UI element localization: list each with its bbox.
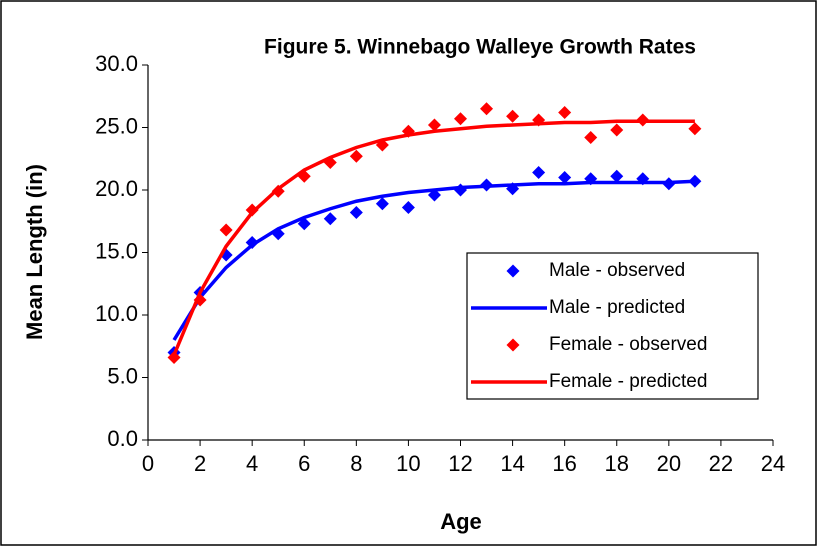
x-tick-label: 24 — [761, 451, 785, 476]
data-point — [375, 197, 389, 211]
data-point — [506, 109, 520, 123]
data-point — [427, 118, 441, 132]
x-tick-label: 20 — [657, 451, 681, 476]
data-point — [219, 223, 233, 237]
x-tick-label: 14 — [500, 451, 524, 476]
x-tick-label: 2 — [194, 451, 206, 476]
chart-title: Figure 5. Winnebago Walleye Growth Rates — [264, 36, 696, 59]
data-point — [245, 203, 259, 217]
legend-label: Female - predicted — [549, 371, 707, 392]
y-tick-label: 25.0 — [95, 113, 138, 138]
data-point — [401, 201, 415, 214]
x-tick-label: 10 — [396, 451, 420, 476]
x-tick-label: 6 — [298, 451, 310, 476]
y-tick-label: 30.0 — [95, 51, 138, 76]
y-tick-label: 0.0 — [107, 426, 138, 451]
legend-label: Male - predicted — [549, 297, 685, 318]
x-tick-label: 8 — [350, 451, 362, 476]
data-point — [323, 212, 337, 226]
data-point — [349, 149, 363, 163]
legend-label: Female - observed — [549, 334, 707, 355]
data-point — [558, 106, 572, 119]
y-tick-label: 20.0 — [95, 176, 138, 201]
x-tick-label: 22 — [709, 451, 733, 476]
y-axis-label: Mean Length (in) — [22, 164, 47, 340]
y-tick-label: 10.0 — [95, 301, 138, 326]
series-line — [172, 179, 695, 341]
data-point — [349, 206, 363, 219]
data-point — [558, 171, 572, 184]
legend-marker — [506, 264, 520, 278]
data-point — [480, 102, 494, 116]
legend-label: Male - observed — [549, 260, 685, 281]
x-tick-label: 4 — [246, 451, 258, 476]
x-tick-label: 12 — [448, 451, 472, 476]
data-point — [454, 112, 467, 126]
x-tick-label: 18 — [605, 451, 629, 476]
data-point — [688, 122, 702, 136]
x-tick-label: 0 — [142, 451, 154, 476]
legend-box — [466, 252, 759, 400]
data-point — [610, 169, 624, 183]
series-line — [172, 119, 695, 356]
data-point — [584, 131, 598, 144]
data-point — [532, 166, 546, 179]
x-axis-label: Age — [440, 509, 482, 534]
data-point — [167, 351, 181, 364]
y-tick-label: 5.0 — [107, 363, 138, 388]
y-tick-label: 15.0 — [95, 238, 138, 263]
legend-marker — [506, 338, 520, 352]
data-point — [610, 123, 624, 137]
x-tick-label: 16 — [552, 451, 576, 476]
